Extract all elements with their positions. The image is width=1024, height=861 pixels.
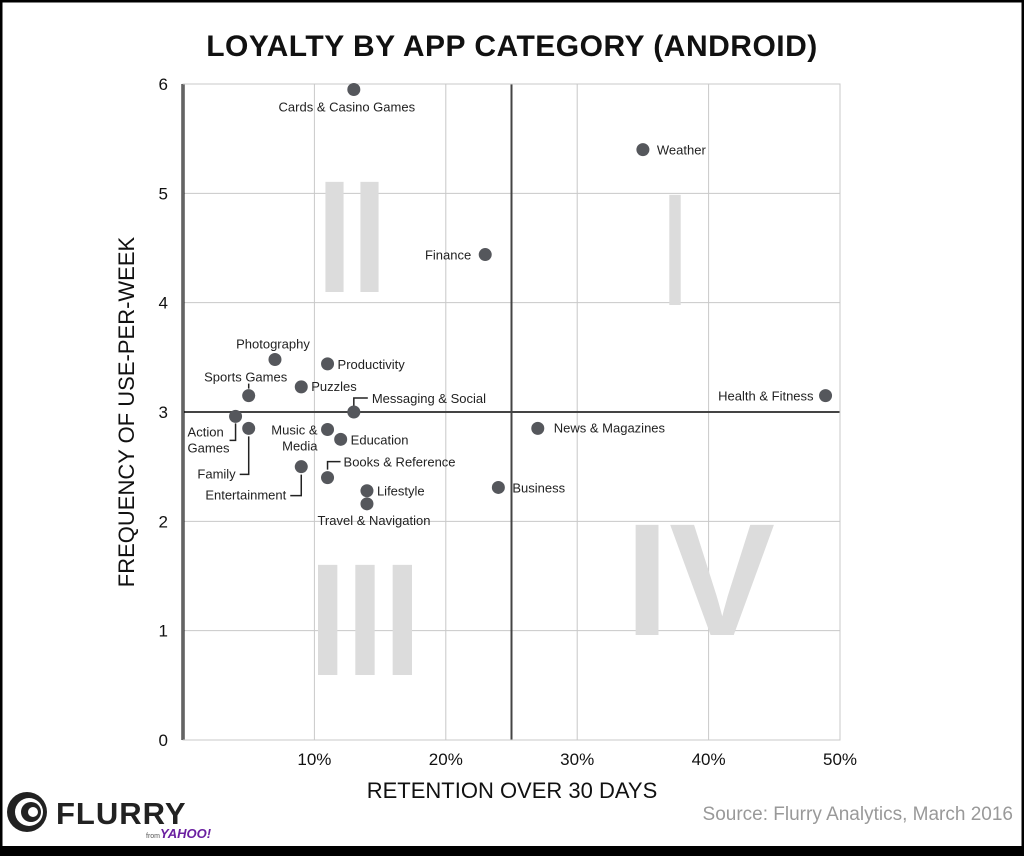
data-point bbox=[321, 357, 335, 371]
leader-line bbox=[229, 423, 237, 442]
data-point bbox=[531, 421, 545, 435]
data-point-label: Sports Games bbox=[204, 370, 288, 385]
data-point bbox=[294, 460, 308, 474]
data-point-label: Business bbox=[512, 480, 565, 495]
data-point bbox=[294, 380, 308, 394]
data-point-group: Cards & Casino Games bbox=[279, 82, 416, 114]
data-point-label: Entertainment bbox=[205, 488, 286, 503]
data-point-label: Action Games bbox=[188, 424, 230, 455]
plot-border bbox=[182, 83, 841, 741]
data-point-group: Health & Fitness bbox=[718, 389, 833, 404]
data-point-group: Entertainment bbox=[205, 460, 308, 503]
data-point-label: Messaging & Social bbox=[372, 391, 486, 406]
x-tick-label: 10% bbox=[297, 750, 331, 769]
data-point bbox=[242, 421, 256, 435]
data-point-label: Books & Reference bbox=[344, 455, 456, 470]
logo-from: from bbox=[146, 833, 160, 840]
data-point-group: Productivity bbox=[321, 357, 405, 372]
logo-yahoo: YAHOO! bbox=[160, 826, 212, 841]
data-point-group: Weather bbox=[636, 143, 706, 158]
data-point bbox=[334, 432, 348, 446]
y-tick-label: 6 bbox=[159, 75, 168, 94]
label-line: Action bbox=[188, 424, 224, 439]
data-point bbox=[347, 405, 361, 419]
data-point bbox=[819, 389, 833, 403]
data-point-group: Music & Media bbox=[271, 422, 335, 453]
data-point-label: Finance bbox=[425, 248, 471, 263]
data-point bbox=[229, 409, 243, 423]
quadrant-label-ii: II bbox=[317, 147, 387, 326]
data-point-label: Health & Fitness bbox=[718, 389, 814, 404]
data-point-label: News & Magazines bbox=[554, 420, 666, 435]
data-point bbox=[268, 353, 282, 367]
chart-title: LOYALTY BY APP CATEGORY (ANDROID) bbox=[206, 30, 818, 63]
data-point-label: Productivity bbox=[338, 357, 406, 372]
data-point-label: Family bbox=[197, 466, 236, 481]
x-tick-label: 50% bbox=[823, 750, 857, 769]
data-point-group: Business bbox=[491, 480, 566, 495]
y-tick-label: 2 bbox=[159, 512, 168, 531]
data-point-label: Music & Media bbox=[271, 422, 318, 453]
data-point-label: Cards & Casino Games bbox=[279, 99, 416, 114]
y-tick-label: 4 bbox=[159, 294, 168, 313]
x-tick-label: 40% bbox=[692, 750, 726, 769]
data-points: Cards & Casino Games Weather Finance Health… bbox=[188, 82, 833, 528]
leader-line bbox=[353, 397, 368, 406]
data-point-group: Travel & Navigation bbox=[317, 497, 430, 528]
leader-line bbox=[239, 436, 250, 476]
data-point bbox=[360, 497, 374, 511]
source-note: Source: Flurry Analytics, March 2016 bbox=[703, 804, 1013, 825]
y-tick-label: 0 bbox=[159, 731, 168, 750]
quadrant-dividers bbox=[183, 84, 840, 740]
x-tick-label: 20% bbox=[429, 750, 463, 769]
data-point-group: Puzzles bbox=[294, 379, 357, 394]
data-point-label: Lifestyle bbox=[377, 484, 425, 499]
data-point-group: Lifestyle bbox=[360, 484, 425, 499]
data-point bbox=[321, 422, 335, 436]
flurry-logo: FLURRY from YAHOO! bbox=[7, 792, 212, 841]
leader-line bbox=[326, 460, 341, 470]
data-point-group: Sports Games bbox=[204, 370, 288, 403]
label-line: Games bbox=[188, 440, 230, 455]
quadrant-label-iii: III bbox=[309, 530, 421, 709]
x-tick-label: 30% bbox=[560, 750, 594, 769]
data-point bbox=[478, 248, 492, 262]
tick-labels: 10% 20% 30% 40% 50% 0 1 2 3 4 5 6 bbox=[159, 75, 857, 769]
data-point-group: Action Games bbox=[188, 409, 243, 455]
data-point-group: Photography bbox=[236, 337, 310, 367]
data-point bbox=[360, 484, 374, 498]
data-point bbox=[491, 480, 505, 494]
label-line: Music & bbox=[271, 422, 318, 437]
data-point-group: Finance bbox=[425, 248, 492, 263]
data-point bbox=[242, 389, 256, 403]
data-point-group: Education bbox=[334, 432, 409, 447]
x-axis-title: RETENTION OVER 30 DAYS bbox=[367, 778, 658, 803]
y-tick-label: 1 bbox=[159, 622, 168, 641]
data-point-label: Puzzles bbox=[311, 379, 357, 394]
data-point-label: Travel & Navigation bbox=[317, 513, 430, 528]
data-point-label: Photography bbox=[236, 337, 310, 352]
data-point-group: Family bbox=[197, 421, 256, 481]
y-axis-title: FREQUENCY OF USE-PER-WEEK bbox=[114, 236, 139, 587]
data-point-label: Weather bbox=[657, 143, 707, 158]
flurry-swirl-icon bbox=[7, 792, 47, 832]
quadrant-label-i: I bbox=[664, 160, 686, 339]
data-point bbox=[321, 471, 335, 485]
data-point bbox=[636, 143, 650, 157]
data-point-group: Books & Reference bbox=[321, 455, 456, 485]
leader-line bbox=[290, 474, 303, 497]
data-point-label: Education bbox=[351, 432, 409, 447]
label-line: Media bbox=[282, 438, 318, 453]
quadrant-label-iv: IV bbox=[625, 490, 775, 669]
data-point-group: Messaging & Social bbox=[347, 391, 486, 419]
bottom-bar bbox=[0, 846, 1024, 856]
logo-text: FLURRY bbox=[56, 796, 187, 831]
data-point-group: News & Magazines bbox=[531, 420, 666, 435]
data-point bbox=[347, 82, 361, 96]
y-tick-label: 3 bbox=[159, 403, 168, 422]
y-tick-label: 5 bbox=[159, 184, 168, 203]
axes bbox=[181, 83, 841, 741]
